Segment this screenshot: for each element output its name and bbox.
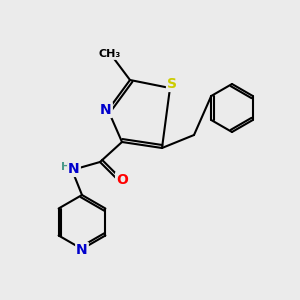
- Text: N: N: [100, 103, 112, 117]
- Text: N: N: [68, 162, 80, 176]
- Text: O: O: [116, 173, 128, 187]
- Text: CH₃: CH₃: [99, 49, 121, 59]
- Text: N: N: [76, 243, 88, 257]
- Text: S: S: [167, 77, 177, 91]
- Text: H: H: [61, 162, 70, 172]
